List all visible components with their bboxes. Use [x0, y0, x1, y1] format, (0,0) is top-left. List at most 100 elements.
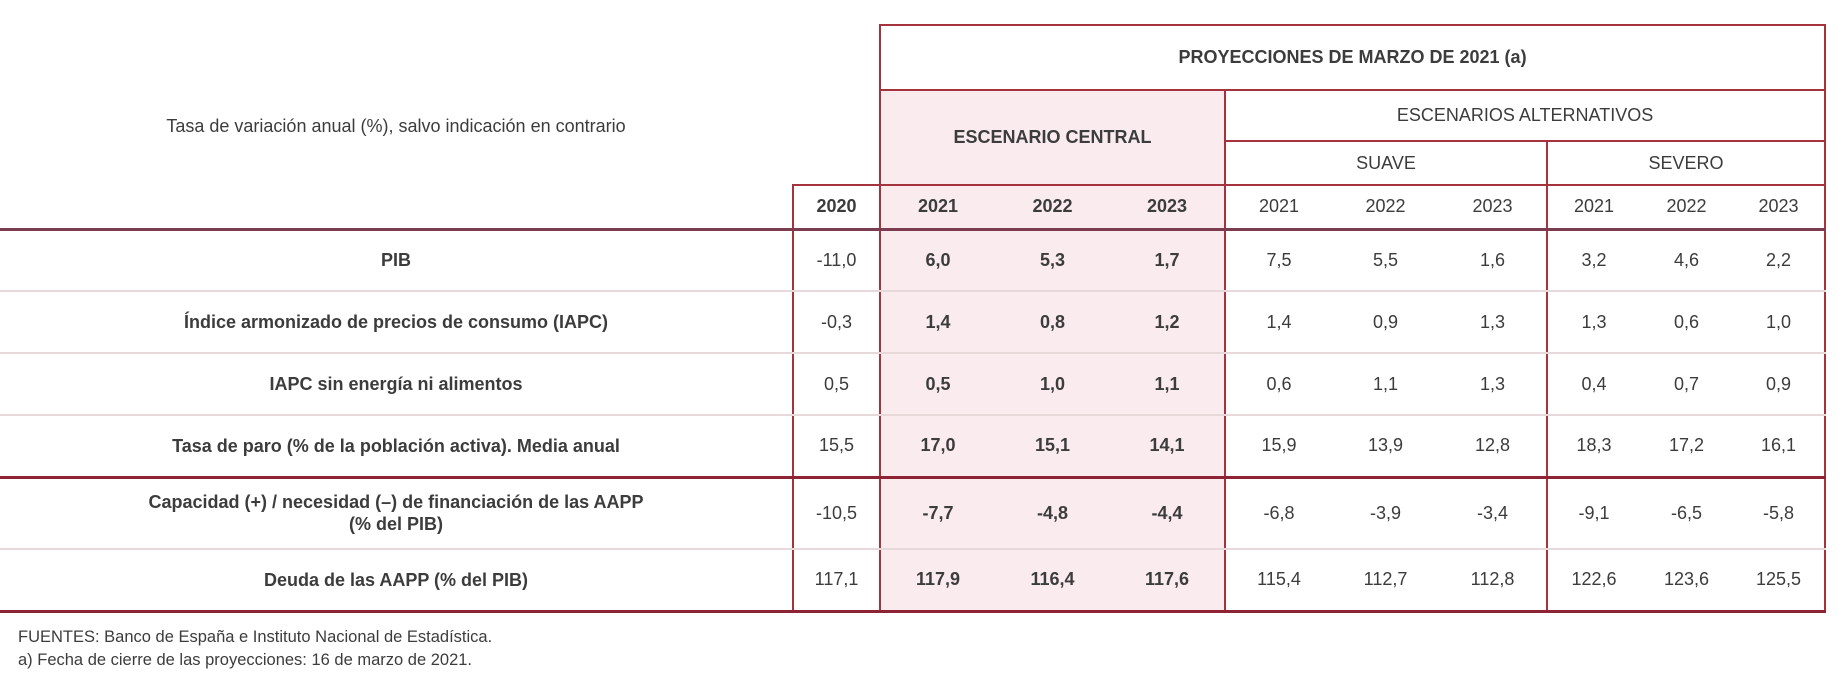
value-cell: 117,6: [1110, 549, 1226, 613]
value-cell: 1,1: [1110, 353, 1226, 416]
value-cell: 7,5: [1225, 229, 1332, 292]
table-row-capacidad-financiacion: Capacidad (+) / necesidad (–) de financi…: [0, 475, 1827, 550]
table-row-iapc: Índice armonizado de precios de consumo …: [0, 291, 1827, 354]
footnote-a: a) Fecha de cierre de las proyecciones: …: [18, 651, 473, 670]
value-cell: -9,1: [1546, 475, 1640, 550]
value-cell: 5,3: [995, 229, 1110, 292]
suave-header: SUAVE: [1225, 141, 1547, 186]
year-header-central-2023: 2023: [1110, 184, 1226, 231]
header-row-scenarios: ESCENARIO CENTRAL ESCENARIOS ALTERNATIVO…: [0, 90, 1827, 186]
value-cell: 1,6: [1439, 229, 1547, 292]
value-cell: 0,9: [1733, 353, 1827, 416]
value-cell: 1,3: [1439, 291, 1547, 354]
value-cell: 15,9: [1261, 435, 1297, 456]
value-cell: 1,2: [1110, 291, 1226, 354]
value-cell: 0,4: [1546, 353, 1640, 416]
row-label-line2: (% del PIB): [348, 514, 443, 535]
value-cell: 16,1: [1733, 415, 1827, 477]
value-cell: 5,5: [1332, 229, 1439, 292]
value-cell: -3,9: [1332, 475, 1439, 550]
header-row-variants: SUAVE SEVERO: [0, 141, 1827, 186]
year-header-severo-2022: 2022: [1640, 184, 1733, 231]
value-cell: 1,0: [1733, 291, 1827, 354]
row-label: PIB: [0, 229, 793, 292]
value-cell: 6,0: [879, 229, 995, 292]
year-header-suave-2023: 2023: [1439, 184, 1547, 231]
table-row-tasa-paro: Tasa de paro (% de la población activa).…: [0, 415, 1827, 477]
table-row-iapc-subyacente: IAPC sin energía ni alimentos 0,5 0,5 1,…: [0, 353, 1827, 416]
value-cell: 14,1: [1110, 415, 1226, 477]
row-label: Deuda de las AAPP (% del PIB): [0, 549, 793, 613]
row-label: IAPC sin energía ni alimentos: [0, 353, 793, 416]
value-cell: 1,4: [879, 291, 995, 354]
value-cell: -6,5: [1640, 475, 1733, 550]
value-cell: 125,5: [1733, 549, 1827, 613]
year-header-severo-2021: 2021: [1546, 184, 1640, 231]
table-footer: FUENTES: Banco de España e Instituto Nac…: [0, 626, 1844, 674]
value-cell: 116,4: [995, 549, 1110, 613]
value-cell: -5,8: [1733, 475, 1827, 550]
spacer-cell: [793, 25, 880, 185]
header-row-years: 2020 2021 2022 2023 2021 2022 2023 2021 …: [0, 184, 1827, 231]
value-cell: 0,5: [792, 353, 881, 416]
value-cell: 0,9: [1332, 291, 1439, 354]
value-cell: 1,7: [1110, 229, 1226, 292]
value-cell: 1,3: [1546, 291, 1640, 354]
projections-title: PROYECCIONES DE MARZO DE 2021 (a): [878, 24, 1827, 91]
value-cell: 12,8: [1474, 435, 1511, 456]
value-cell: 0,8: [995, 291, 1110, 354]
value-cell: 15,1: [995, 415, 1110, 477]
value-cell: -11,0: [792, 229, 881, 292]
value-cell: 123,6: [1640, 549, 1733, 613]
table-row-deuda: Deuda de las AAPP (% del PIB) 117,1 117,…: [0, 549, 1827, 613]
row-label: Tasa de paro (% de la población activa).…: [172, 435, 620, 456]
severo-header: SEVERO: [1545, 141, 1827, 186]
row-label: Índice armonizado de precios de consumo …: [0, 291, 793, 354]
value-cell: 17,0: [879, 415, 995, 477]
value-cell: 117,1: [792, 549, 881, 613]
value-cell: -7,7: [879, 475, 995, 550]
year-header-central-2021: 2021: [879, 184, 995, 231]
value-cell: -6,8: [1225, 475, 1332, 550]
value-cell: -3,4: [1439, 475, 1547, 550]
value-cell: 4,6: [1640, 229, 1733, 292]
value-cell: 18,3: [1546, 415, 1640, 477]
value-cell: 0,7: [1640, 353, 1733, 416]
value-cell: -4,4: [1110, 475, 1226, 550]
value-cell: 122,6: [1546, 549, 1640, 613]
table-note: Tasa de variación anual (%), salvo indic…: [0, 25, 793, 231]
row-label: Capacidad (+) / necesidad (–) de financi…: [0, 475, 793, 550]
sources-note: FUENTES: Banco de España e Instituto Nac…: [18, 627, 493, 646]
value-cell: 17,2: [1668, 435, 1705, 456]
value-cell: 117,9: [879, 549, 995, 613]
year-header-suave-2021: 2021: [1225, 184, 1332, 231]
alternative-scenarios-header: ESCENARIOS ALTERNATIVOS: [1225, 90, 1827, 142]
value-cell: 3,2: [1546, 229, 1640, 292]
value-cell: 1,4: [1225, 291, 1332, 354]
value-cell: 0,6: [1640, 291, 1733, 354]
value-cell: 1,1: [1332, 353, 1439, 416]
header-row-title: Tasa de variación anual (%), salvo indic…: [0, 24, 1827, 231]
value-cell: -4,8: [995, 475, 1110, 550]
year-header-2020: 2020: [792, 184, 881, 231]
value-cell: -0,3: [792, 291, 881, 354]
value-cell: 112,8: [1439, 549, 1547, 613]
table-row-pib: PIB -11,0 6,0 5,3 1,7 7,5 5,5 1,6 3,2 4,…: [0, 229, 1827, 292]
year-header-central-2022: 2022: [995, 184, 1110, 231]
year-header-suave-2022: 2022: [1332, 184, 1439, 231]
value-cell: 115,4: [1225, 549, 1332, 613]
value-cell: 0,5: [879, 353, 995, 416]
value-cell: -10,5: [792, 475, 881, 550]
row-label-line1: Capacidad (+) / necesidad (–) de financi…: [148, 491, 644, 512]
value-cell: 1,3: [1439, 353, 1547, 416]
value-cell: 13,9: [1367, 435, 1404, 456]
projections-table: Tasa de variación anual (%), salvo indic…: [0, 24, 1827, 613]
value-cell: 1,0: [995, 353, 1110, 416]
value-cell: 112,7: [1332, 549, 1439, 613]
value-cell: 0,6: [1225, 353, 1332, 416]
central-scenario-header: ESCENARIO CENTRAL: [879, 90, 1226, 186]
year-header-severo-2023: 2023: [1733, 184, 1827, 231]
value-cell: 2,2: [1733, 229, 1827, 292]
value-cell: 15,5: [792, 415, 881, 477]
